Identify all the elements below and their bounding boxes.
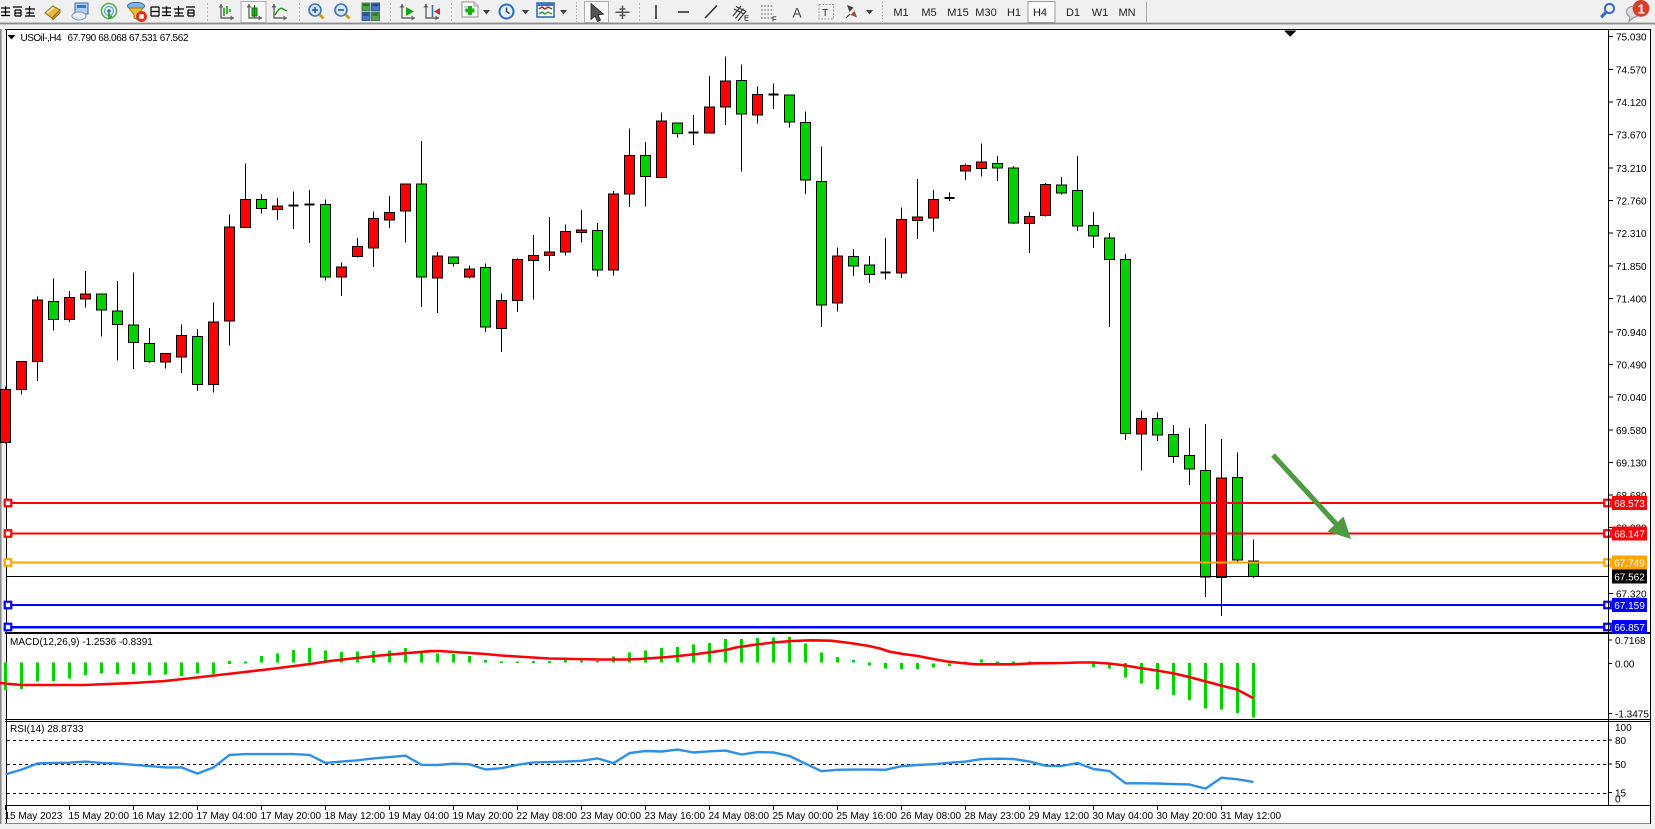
svg-text:17 May 20:00: 17 May 20:00 (261, 811, 322, 822)
svg-text:67.749: 67.749 (1614, 559, 1645, 570)
svg-text:68.573: 68.573 (1614, 499, 1645, 510)
svg-text:22 May 08:00: 22 May 08:00 (517, 811, 578, 822)
svg-text:29 May 12:00: 29 May 12:00 (1029, 811, 1090, 822)
svg-text:30 May 04:00: 30 May 04:00 (1093, 811, 1154, 822)
svg-text:A: A (793, 6, 802, 21)
svg-text:18 May 12:00: 18 May 12:00 (325, 811, 386, 822)
svg-text:50: 50 (1615, 760, 1627, 771)
svg-text:17 May 04:00: 17 May 04:00 (197, 811, 258, 822)
svg-text:67.790 68.068 67.531 67.562: 67.790 68.068 67.531 67.562 (68, 33, 189, 44)
svg-text:F: F (772, 15, 777, 24)
svg-text:1: 1 (1638, 1, 1645, 16)
svg-text:0.7168: 0.7168 (1615, 636, 1646, 647)
svg-text:MN: MN (1118, 7, 1135, 19)
svg-text:0.00: 0.00 (1615, 660, 1635, 671)
svg-text:W1: W1 (1092, 7, 1109, 19)
svg-text:25 May 00:00: 25 May 00:00 (773, 811, 834, 822)
svg-text:30 May 20:00: 30 May 20:00 (1157, 811, 1218, 822)
svg-text:M5: M5 (921, 7, 936, 19)
svg-text:T: T (822, 7, 829, 19)
svg-text:24 May 08:00: 24 May 08:00 (709, 811, 770, 822)
svg-text:H4: H4 (1033, 7, 1047, 19)
svg-text:69.580: 69.580 (1616, 426, 1647, 437)
svg-text:16 May 12:00: 16 May 12:00 (133, 811, 194, 822)
svg-text:73.670: 73.670 (1616, 131, 1647, 142)
svg-text:D1: D1 (1066, 7, 1080, 19)
svg-text:75.030: 75.030 (1616, 32, 1647, 43)
svg-text:RSI(14) 28.8733: RSI(14) 28.8733 (10, 724, 84, 735)
svg-text:19 May 20:00: 19 May 20:00 (453, 811, 514, 822)
svg-text:-1.3475: -1.3475 (1615, 710, 1649, 721)
svg-text:70.940: 70.940 (1616, 328, 1647, 339)
svg-text:100: 100 (1615, 723, 1632, 734)
svg-text:67.320: 67.320 (1616, 590, 1647, 601)
svg-text:15: 15 (1615, 789, 1627, 800)
svg-text:69.130: 69.130 (1616, 459, 1647, 470)
svg-text:H1: H1 (1007, 7, 1021, 19)
svg-text:28 May 23:00: 28 May 23:00 (965, 811, 1026, 822)
svg-text:M30: M30 (975, 7, 996, 19)
svg-text:M15: M15 (947, 7, 968, 19)
svg-text:72.760: 72.760 (1616, 196, 1647, 207)
svg-text:67.159: 67.159 (1614, 601, 1645, 612)
svg-text:25 May 16:00: 25 May 16:00 (837, 811, 898, 822)
svg-text:15 May 2023: 15 May 2023 (5, 811, 63, 822)
svg-text:31 May 12:00: 31 May 12:00 (1221, 811, 1282, 822)
svg-text:67.562: 67.562 (1614, 573, 1645, 584)
svg-text:26 May 08:00: 26 May 08:00 (901, 811, 962, 822)
svg-text:66.857: 66.857 (1614, 623, 1645, 634)
svg-text:23 May 00:00: 23 May 00:00 (581, 811, 642, 822)
svg-text:MACD(12,26,9) -1.2536 -0.8391: MACD(12,26,9) -1.2536 -0.8391 (10, 637, 153, 648)
svg-text:M1: M1 (893, 7, 908, 19)
svg-text:71.400: 71.400 (1616, 295, 1647, 306)
svg-text:74.570: 74.570 (1616, 66, 1647, 77)
svg-text:72.310: 72.310 (1616, 229, 1647, 240)
svg-text:15 May 20:00: 15 May 20:00 (69, 811, 130, 822)
svg-text:70.040: 70.040 (1616, 393, 1647, 404)
svg-text:0: 0 (1615, 795, 1621, 806)
svg-text:80: 80 (1615, 736, 1627, 747)
svg-text:USOil-,H4: USOil-,H4 (21, 33, 62, 44)
svg-text:70.490: 70.490 (1616, 360, 1647, 371)
svg-text:23 May 16:00: 23 May 16:00 (645, 811, 706, 822)
svg-text:E: E (744, 14, 749, 23)
svg-text:73.210: 73.210 (1616, 164, 1647, 175)
svg-text:71.850: 71.850 (1616, 262, 1647, 273)
svg-text:19 May 04:00: 19 May 04:00 (389, 811, 450, 822)
svg-text:68.147: 68.147 (1614, 530, 1645, 541)
svg-text:74.120: 74.120 (1616, 98, 1647, 109)
